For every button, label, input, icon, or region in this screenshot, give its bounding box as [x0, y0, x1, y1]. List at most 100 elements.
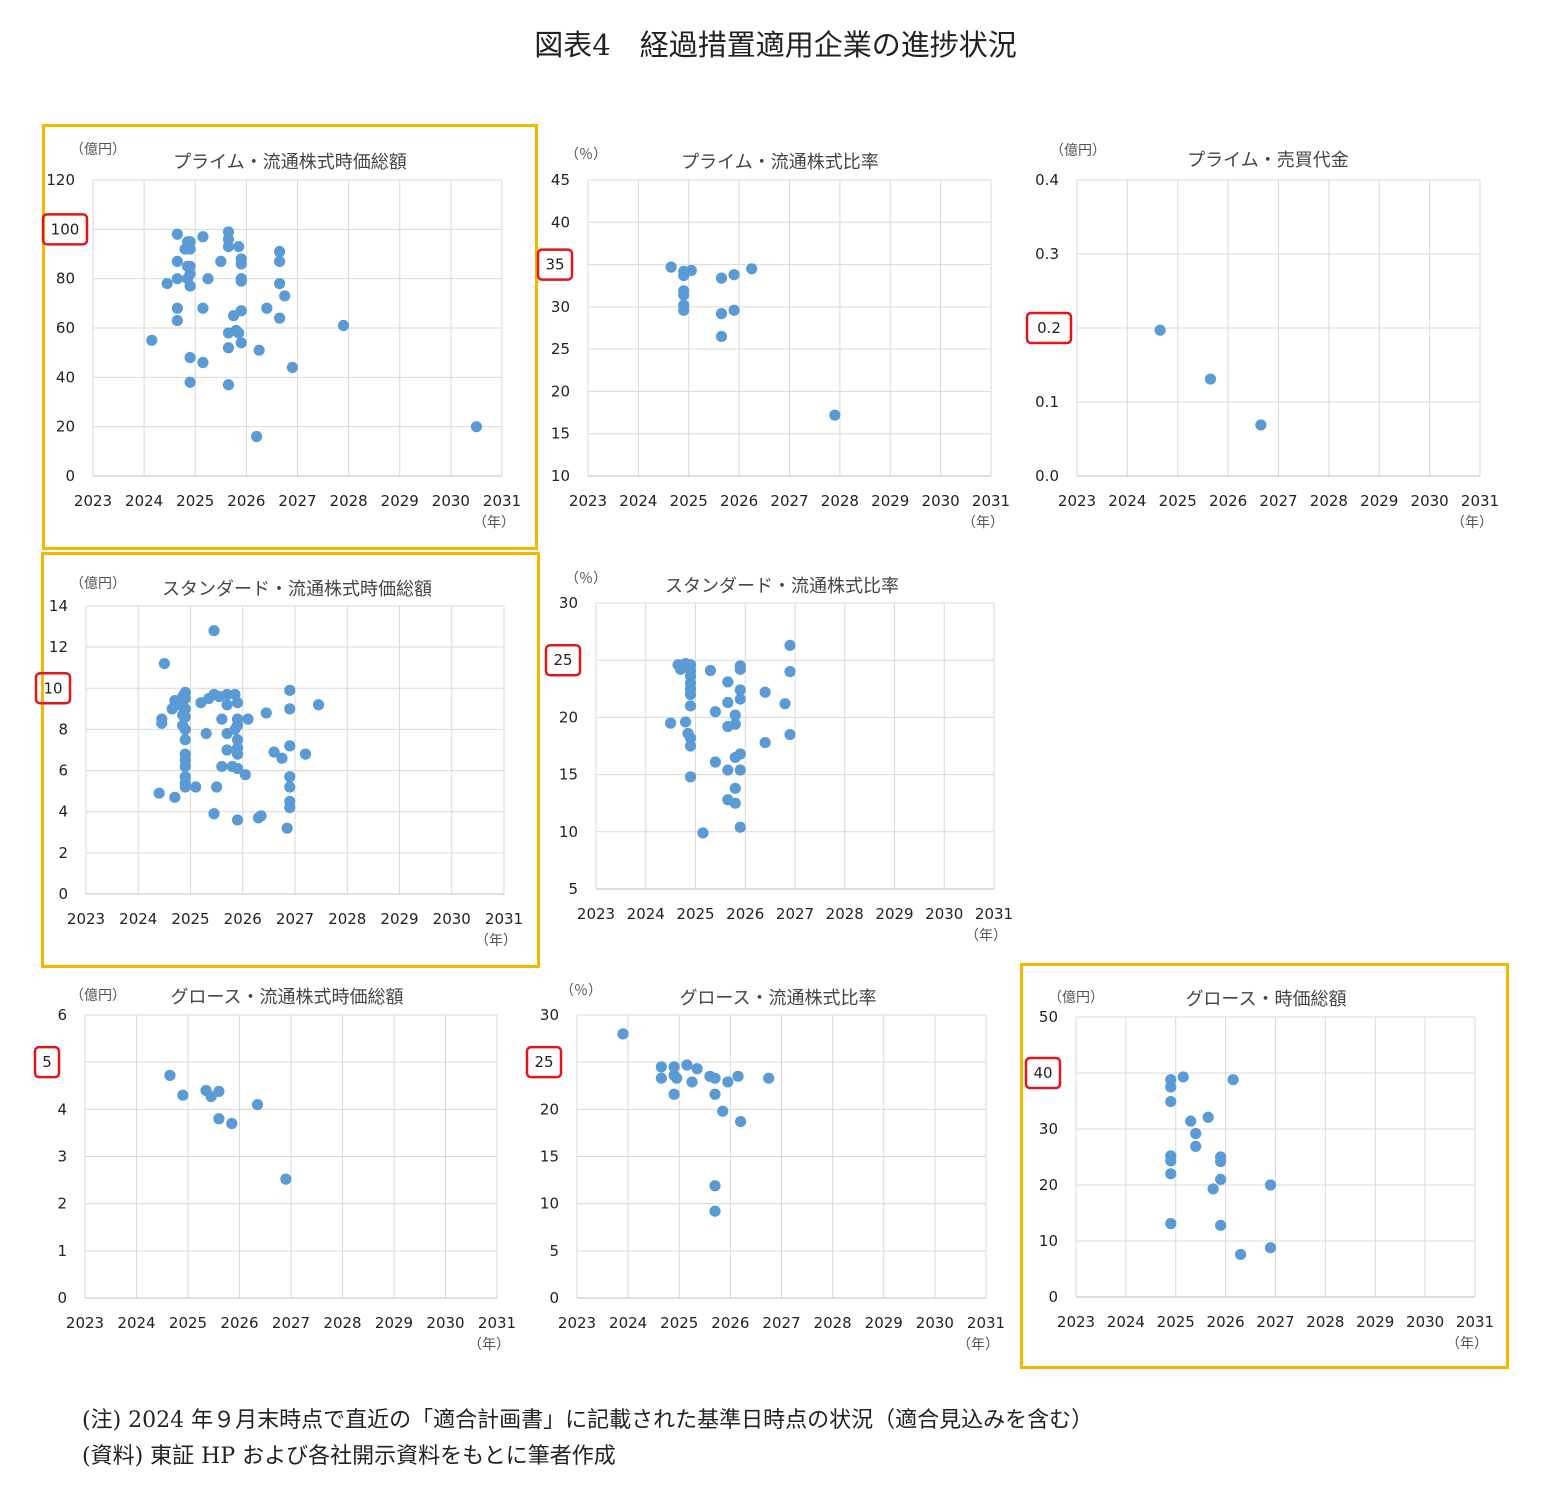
data-point: [655, 1072, 667, 1084]
x-tick-label: 2027: [276, 910, 314, 928]
data-point: [759, 686, 771, 698]
data-point: [784, 666, 796, 678]
data-point: [734, 821, 746, 833]
x-tick-label: 2025: [670, 492, 708, 510]
data-point: [260, 707, 272, 719]
x-tick-label: 2023: [67, 910, 105, 928]
data-point: [146, 334, 158, 346]
data-point: [221, 688, 233, 701]
data-point: [704, 664, 717, 677]
data-point: [171, 315, 183, 327]
data-point: [665, 261, 677, 273]
source-text: (資料) 東証 HP および各社開示資料をもとに筆者作成: [82, 1444, 616, 1469]
x-tick-label: 2025: [660, 1314, 698, 1332]
y-tick-label: 15: [551, 425, 570, 443]
data-point: [1215, 1219, 1227, 1231]
y-tick-label: 5: [549, 1242, 559, 1260]
x-tick-label: 2025: [176, 492, 214, 510]
data-point: [261, 302, 273, 314]
x-tick-label: 2030: [922, 492, 960, 510]
y-tick-label: 5: [42, 1053, 52, 1071]
data-point: [213, 1113, 225, 1125]
x-tick-label: 2029: [375, 1314, 413, 1332]
data-point: [734, 764, 746, 776]
data-point: [233, 327, 245, 339]
y-tick-label: 30: [540, 1006, 559, 1024]
highlight-tick-box: [41, 213, 89, 246]
y-tick-label: 20: [540, 1100, 559, 1118]
y-tick-label: 100: [51, 220, 80, 238]
x-tick-label: 2026: [720, 492, 758, 510]
x-tick-label: 2030: [432, 492, 470, 510]
x-tick-label: 2027: [770, 492, 808, 510]
data-point: [299, 748, 312, 760]
y-tick-label: 10: [551, 467, 570, 485]
data-point: [678, 289, 690, 301]
data-point: [709, 756, 722, 768]
y-tick-label: 4: [58, 803, 68, 821]
x-tick-label: 2025: [676, 905, 714, 923]
data-point: [684, 740, 697, 752]
chart-title: グロース・流通株式比率: [679, 988, 876, 1009]
data-point: [734, 748, 746, 760]
highlight-tick-box: [33, 1045, 61, 1079]
y-tick-label: 1: [57, 1242, 67, 1260]
data-point: [691, 1063, 703, 1075]
y-tick-label: 0.1: [1035, 393, 1059, 411]
data-point: [685, 264, 697, 277]
data-point: [164, 1069, 176, 1081]
data-point: [222, 379, 235, 391]
y-tick-label: 10: [1039, 1232, 1058, 1250]
data-point: [169, 791, 181, 803]
y-tick-label: 20: [56, 418, 75, 436]
data-point: [239, 769, 251, 781]
x-tick-label: 2025: [1157, 1313, 1195, 1331]
data-point: [231, 719, 244, 731]
y-tick-label: 25: [551, 340, 570, 358]
data-point: [286, 361, 298, 374]
y-tick-label: 8: [58, 720, 68, 738]
data-point: [179, 760, 191, 773]
data-point: [735, 1115, 747, 1128]
chart-title: グロース・時価総額: [1185, 989, 1346, 1010]
x-tick-label: 2030: [426, 1314, 464, 1332]
x-axis-label: （年）: [468, 1337, 510, 1353]
data-point: [179, 781, 191, 793]
data-point: [184, 280, 196, 292]
x-axis-label: （年）: [962, 515, 1004, 531]
x-tick-label: 2029: [1360, 492, 1398, 510]
x-tick-label: 2031: [967, 1314, 1005, 1332]
data-point: [709, 706, 722, 718]
data-point: [1154, 324, 1166, 336]
data-point: [1190, 1140, 1202, 1152]
highlight-tick-box: [525, 1045, 563, 1079]
data-point: [655, 1061, 667, 1073]
data-point: [729, 718, 741, 730]
data-point: [709, 1072, 721, 1084]
y-tick-label: 0: [58, 885, 68, 903]
data-point: [171, 302, 183, 314]
data-point: [722, 764, 734, 776]
data-point: [829, 409, 841, 421]
data-point: [722, 676, 734, 688]
y-tick-label: 25: [534, 1053, 553, 1071]
data-point: [617, 1028, 629, 1040]
x-tick-label: 2023: [66, 1314, 104, 1332]
x-tick-label: 2029: [380, 910, 418, 928]
data-point: [684, 732, 697, 744]
data-point: [274, 278, 286, 290]
highlight-tick-box: [536, 248, 574, 281]
data-point: [184, 376, 196, 388]
data-point: [1264, 1179, 1277, 1191]
y-unit-label: （億円）: [1048, 990, 1104, 1006]
y-unit-label: （％）: [560, 983, 602, 999]
x-tick-label: 2028: [1306, 1313, 1344, 1331]
highlight-frame: [42, 124, 538, 550]
chart-title: スタンダード・流通株式比率: [665, 576, 899, 597]
x-tick-label: 2030: [433, 910, 471, 928]
data-point: [284, 703, 296, 715]
data-point: [722, 696, 734, 709]
